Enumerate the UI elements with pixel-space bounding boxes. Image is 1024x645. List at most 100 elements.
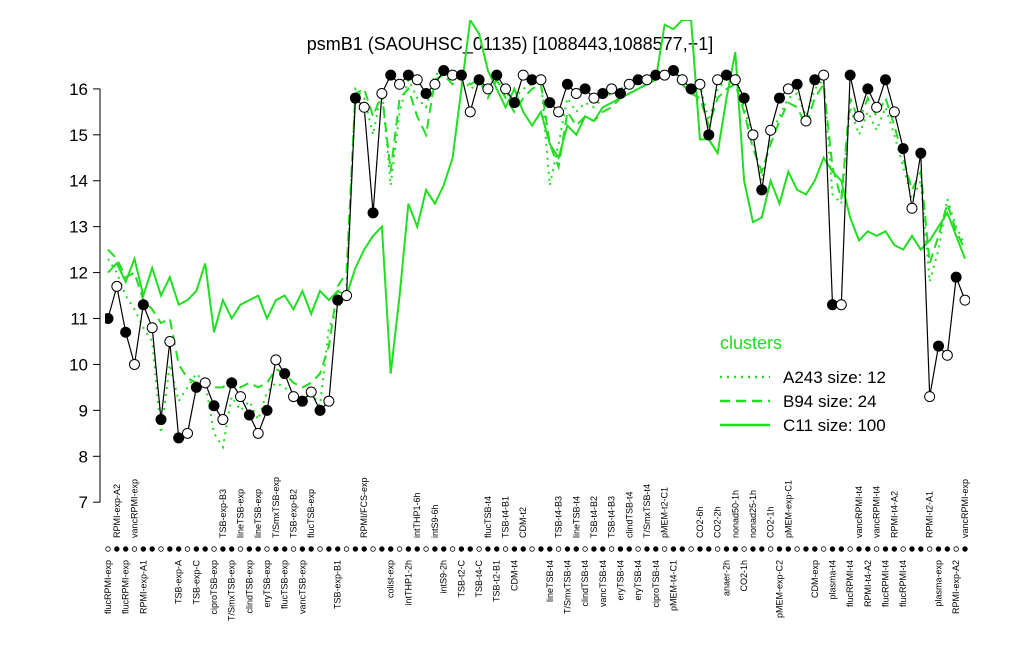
data-point bbox=[111, 280, 123, 292]
data-point bbox=[553, 106, 565, 118]
category-dot bbox=[405, 546, 412, 552]
data-point bbox=[146, 322, 158, 334]
category-dot bbox=[626, 546, 632, 552]
x-tick-label: TSB-exp-B3 bbox=[218, 489, 228, 538]
x-tick-label: vancTSB-exp bbox=[297, 560, 307, 614]
category-dot bbox=[167, 546, 173, 552]
category-dot bbox=[926, 546, 933, 552]
cluster-line bbox=[107, 20, 966, 374]
category-dot bbox=[891, 546, 898, 552]
category-dot bbox=[175, 546, 182, 552]
chart-title: psmB1 (SAOUHSC_01135) [1088443,1088577,+… bbox=[307, 34, 713, 55]
x-tick-label: flucTSB-exp bbox=[306, 489, 316, 538]
data-point bbox=[915, 147, 927, 159]
x-tick-label: pMEM-exp-C1 bbox=[783, 480, 793, 538]
data-point bbox=[173, 432, 185, 444]
data-point bbox=[888, 106, 900, 118]
category-dot bbox=[865, 546, 871, 552]
y-tick-label: 14 bbox=[69, 172, 88, 191]
data-point bbox=[588, 92, 600, 104]
category-dot bbox=[335, 546, 341, 552]
data-point bbox=[544, 97, 556, 109]
data-point bbox=[243, 409, 255, 421]
data-point bbox=[217, 414, 229, 426]
category-dot bbox=[476, 546, 482, 552]
x-tick-label: TSB-t4-B1 bbox=[501, 496, 511, 538]
x-tick-label: pMEM-t2-C1 bbox=[660, 487, 670, 538]
data-point bbox=[296, 395, 308, 407]
data-point bbox=[659, 69, 671, 81]
x-tick-label: TSB-exp-C bbox=[191, 560, 201, 605]
category-dot bbox=[131, 546, 138, 552]
data-point bbox=[694, 78, 706, 90]
category-dot bbox=[140, 546, 147, 552]
x-tick-label: flucTSB-t4 bbox=[483, 496, 493, 538]
data-point bbox=[950, 271, 962, 283]
category-dot bbox=[299, 546, 306, 552]
category-dot bbox=[343, 546, 350, 552]
data-point bbox=[535, 74, 547, 86]
x-tick-label: CDM-exp bbox=[810, 560, 820, 598]
x-tick-label: intS9-6h bbox=[430, 504, 440, 538]
category-dot bbox=[582, 546, 588, 552]
category-dot bbox=[767, 546, 774, 552]
data-point bbox=[385, 69, 397, 81]
x-tick-label: flucRPMI-t4 bbox=[898, 560, 908, 607]
x-tick-label: lineTSB-exp bbox=[236, 489, 246, 538]
data-point bbox=[376, 87, 388, 99]
data-point bbox=[455, 69, 467, 81]
data-point bbox=[924, 391, 936, 403]
category-dot bbox=[635, 546, 641, 552]
data-point bbox=[720, 69, 732, 81]
data-point bbox=[906, 202, 918, 214]
category-dot bbox=[220, 546, 226, 552]
category-dot bbox=[388, 546, 394, 552]
category-dot bbox=[423, 546, 429, 552]
data-point bbox=[959, 294, 970, 306]
category-dot bbox=[935, 546, 942, 552]
category-dot bbox=[644, 546, 650, 552]
category-dot bbox=[290, 546, 297, 552]
category-dot bbox=[564, 546, 571, 552]
category-dot bbox=[511, 546, 518, 552]
category-dot bbox=[617, 546, 624, 552]
category-dot bbox=[538, 546, 544, 552]
x-tick-label: TSB-t2-B1 bbox=[492, 560, 502, 602]
x-tick-label: vancTSB-t4 bbox=[598, 560, 608, 607]
data-point bbox=[279, 368, 291, 380]
category-dot bbox=[485, 546, 491, 552]
x-tick-label: RPMI-exp-A2 bbox=[951, 560, 961, 614]
x-tick-label: CO2-1h bbox=[739, 560, 749, 592]
x-tick-label: nonad25-1h bbox=[748, 490, 758, 538]
x-tick-label: TSB-t4-B3 bbox=[607, 496, 617, 538]
category-dot bbox=[812, 546, 818, 552]
x-tick-label: anaer-2h bbox=[721, 560, 731, 596]
x-tick-label: nonad50-1h bbox=[730, 490, 740, 538]
data-point bbox=[120, 326, 132, 338]
x-tick-label: TSB-exp-B1 bbox=[333, 560, 343, 609]
data-point bbox=[641, 74, 653, 86]
category-dot bbox=[184, 546, 191, 552]
x-tick-label: RPMI-t4-A2 bbox=[863, 560, 873, 607]
category-dot bbox=[732, 546, 738, 552]
data-point bbox=[305, 386, 317, 398]
data-point bbox=[765, 124, 777, 136]
x-tick-label: RPMI-exp-A2 bbox=[112, 484, 122, 538]
category-dot bbox=[158, 546, 164, 552]
data-point bbox=[491, 69, 503, 81]
category-dot bbox=[608, 546, 615, 552]
category-dot bbox=[600, 546, 606, 552]
category-dot bbox=[458, 546, 465, 552]
data-point bbox=[800, 115, 812, 127]
data-point bbox=[685, 83, 697, 95]
data-point bbox=[252, 427, 264, 439]
x-tick-label: clindTSB-t4 bbox=[580, 560, 590, 607]
category-dot bbox=[944, 546, 951, 552]
category-dot bbox=[909, 546, 915, 552]
data-point bbox=[164, 335, 176, 347]
x-tick-label: RPMI/FCS-exp bbox=[359, 477, 369, 538]
data-point bbox=[879, 74, 891, 86]
category-dot bbox=[918, 546, 924, 552]
data-point bbox=[208, 400, 220, 412]
